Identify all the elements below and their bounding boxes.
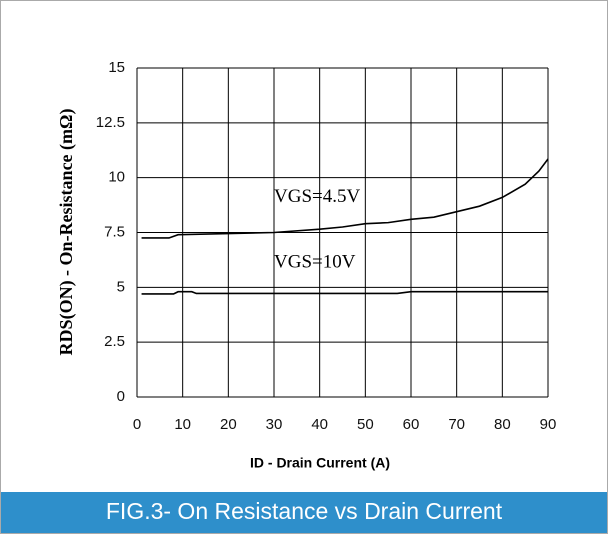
x-tick-label: 90	[540, 416, 557, 433]
y-tick-label: 2.5	[104, 333, 125, 350]
series-line	[141, 290, 548, 295]
y-tick-label: 10	[108, 169, 125, 186]
x-tick-label: 20	[220, 416, 237, 433]
x-tick-label: 10	[174, 416, 191, 433]
x-axis-label: ID - Drain Current (A)	[250, 455, 390, 471]
y-tick-label: 7.5	[104, 223, 125, 240]
series-label: VGS=10V	[274, 252, 356, 273]
y-axis-label: RDS(ON) - On-Resistance (mΩ)	[56, 109, 77, 356]
series-line	[141, 158, 549, 239]
caption-bar	[1, 492, 607, 533]
x-tick-label: 60	[403, 416, 420, 433]
x-tick-label: 40	[311, 416, 328, 433]
series-label: VGS=4.5V	[274, 186, 360, 207]
x-tick-label: 0	[133, 416, 141, 433]
y-tick-label: 5	[117, 278, 125, 295]
x-tick-label: 30	[266, 416, 283, 433]
y-tick-label: 12.5	[96, 114, 125, 131]
y-tick-label: 0	[117, 388, 125, 405]
x-tick-label: 70	[448, 416, 465, 433]
x-tick-label: 50	[357, 416, 374, 433]
x-tick-label: 80	[494, 416, 511, 433]
y-tick-label: 15	[108, 59, 125, 76]
chart-title: FIG.3- On Resistance vs Drain Current	[106, 498, 503, 524]
